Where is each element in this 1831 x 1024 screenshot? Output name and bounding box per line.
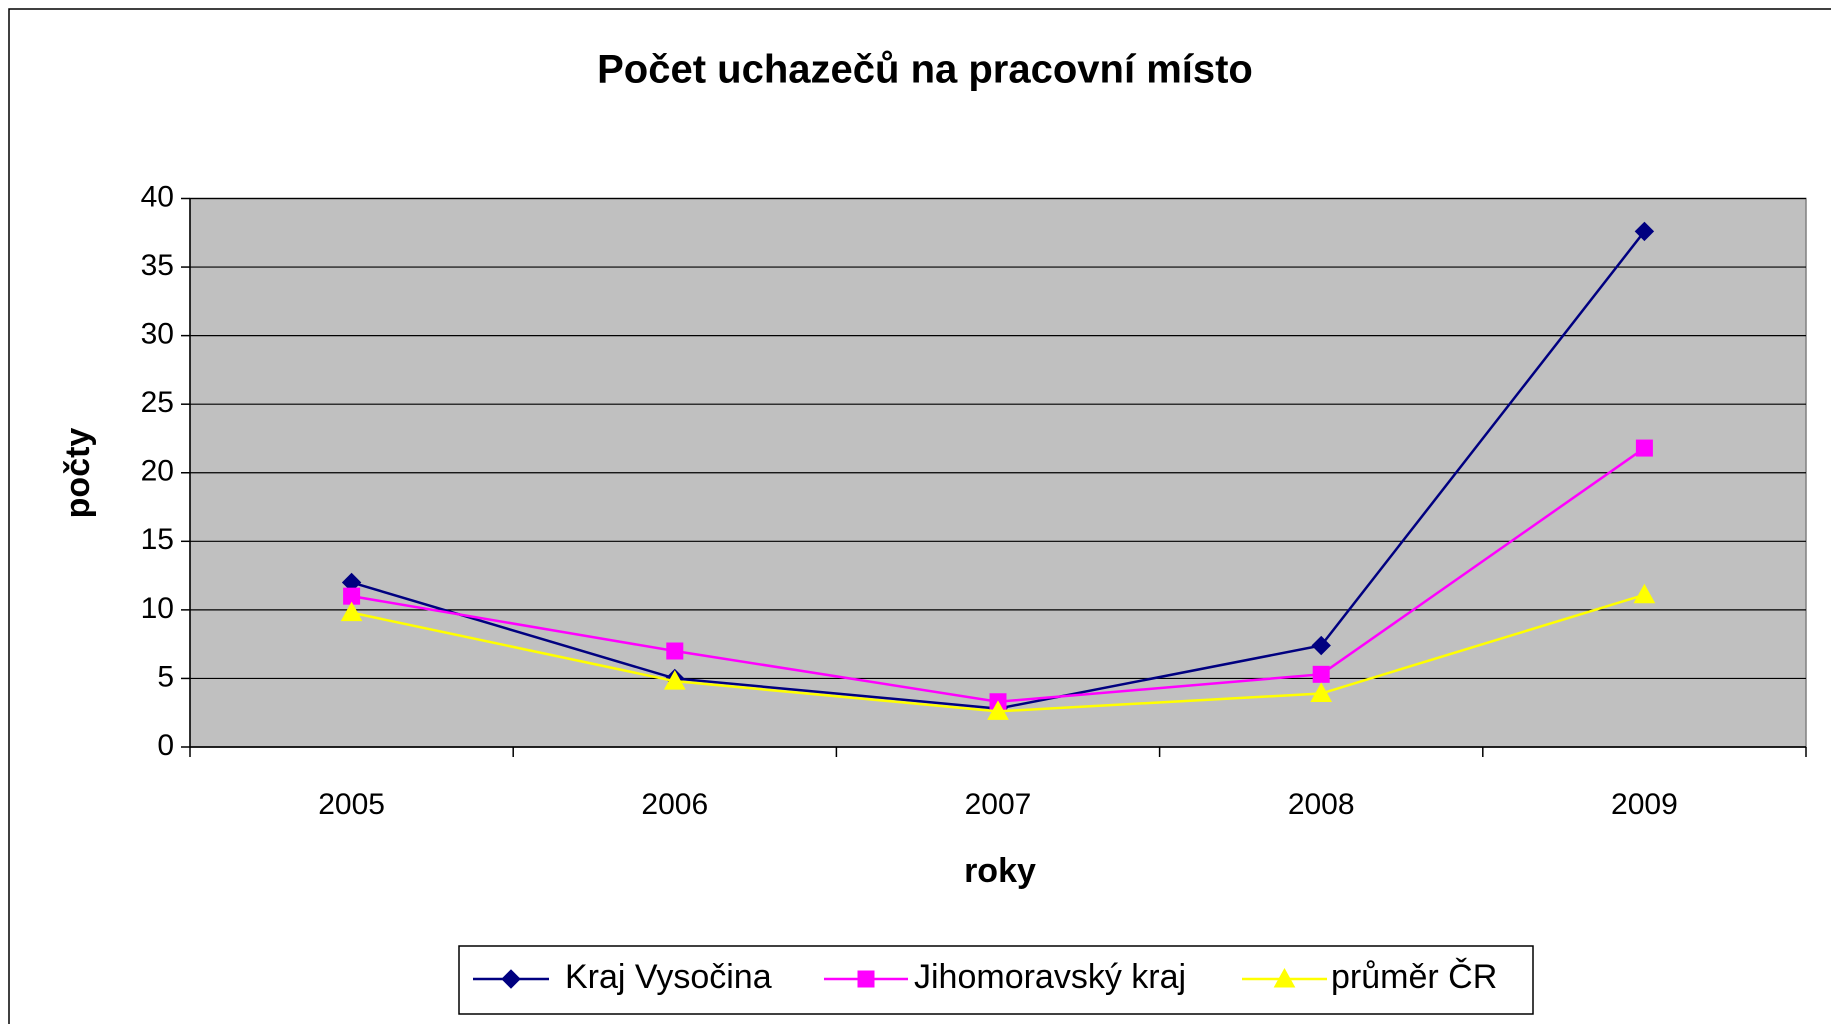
- legend-marker: [857, 970, 875, 988]
- x-tick-label: 2008: [1288, 788, 1355, 821]
- x-axis-label: roky: [964, 852, 1036, 890]
- y-tick-label: 20: [141, 455, 174, 488]
- marker: [1635, 439, 1653, 457]
- marker: [1310, 682, 1333, 703]
- legend-box: [458, 945, 1534, 1015]
- legend-label: Kraj Vysočina: [565, 958, 772, 996]
- y-tick-label: 35: [141, 249, 174, 282]
- y-tick-label: 40: [141, 180, 174, 213]
- x-tick-label: 2005: [318, 788, 385, 821]
- legend-marker: [501, 969, 521, 989]
- y-tick-label: 15: [141, 523, 174, 556]
- y-tick-label: 0: [157, 729, 174, 762]
- legend-label: Jihomoravský kraj: [914, 958, 1186, 996]
- chart-title: Počet uchazečů na pracovní místo: [597, 48, 1253, 92]
- marker: [987, 700, 1009, 720]
- marker: [1311, 635, 1331, 656]
- y-tick-label: 30: [141, 318, 174, 351]
- y-tick-label: 10: [141, 592, 174, 625]
- x-tick-label: 2006: [641, 788, 708, 821]
- marker: [663, 670, 686, 690]
- marker: [1634, 221, 1655, 242]
- legend-label: průměr ČR: [1331, 958, 1497, 996]
- y-tick-label: 25: [141, 386, 174, 419]
- marker: [1312, 665, 1330, 683]
- y-axis-label: počty: [59, 428, 97, 519]
- y-tick-label: 5: [157, 660, 174, 693]
- marker: [340, 601, 363, 622]
- x-tick-label: 2007: [965, 788, 1032, 821]
- x-tick-label: 2009: [1611, 788, 1678, 821]
- marker: [1633, 583, 1656, 604]
- legend-marker: [1273, 967, 1296, 988]
- marker: [666, 642, 684, 660]
